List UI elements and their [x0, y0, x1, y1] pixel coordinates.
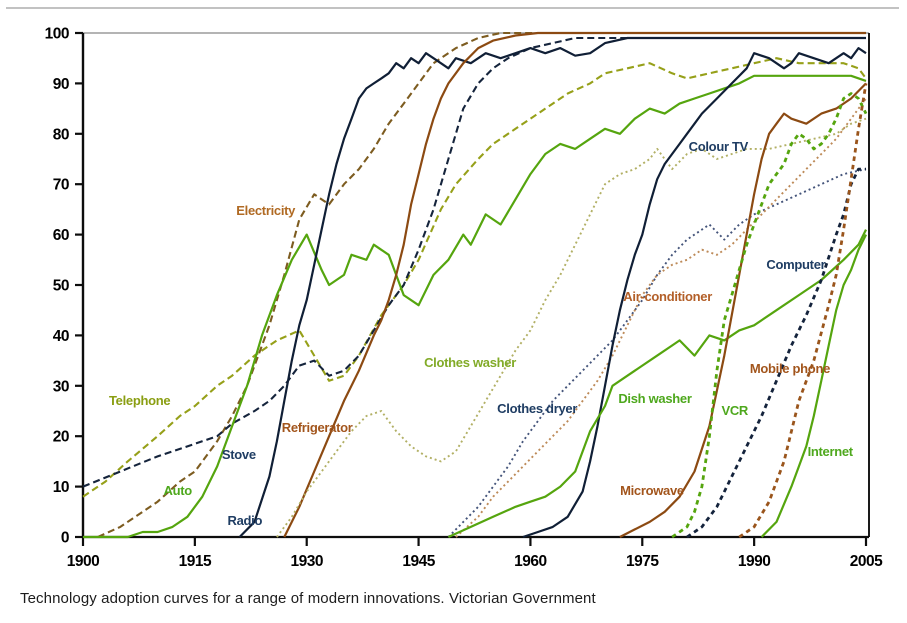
series-label-dish-washer: Dish washer: [618, 391, 692, 406]
series-label-mobile-phone: Mobile phone: [750, 361, 830, 376]
series-label-vcr: VCR: [721, 403, 748, 418]
series-line-refrigerator: [283, 31, 866, 538]
y-tick-label-0: 0: [61, 530, 69, 547]
series-label-computer: Computer: [766, 257, 825, 272]
y-tick-label-20: 20: [53, 429, 69, 446]
y-tick-label-30: 30: [53, 378, 69, 395]
y-tick-label-40: 40: [53, 328, 69, 345]
x-tick-label-1975: 1975: [626, 553, 659, 570]
image-border-top: [6, 7, 899, 9]
y-tick-label-70: 70: [53, 177, 69, 194]
series-line-electricity: [97, 31, 866, 538]
x-tick-label-1915: 1915: [179, 553, 212, 570]
series-label-telephone: Telephone: [109, 393, 170, 408]
series-label-microwave: Microwave: [620, 483, 684, 498]
series-line-vcr: [671, 92, 868, 539]
x-tick-label-1945: 1945: [402, 553, 435, 570]
series-line-mobile-phone: [738, 83, 868, 539]
y-tick-label-100: 100: [45, 26, 69, 43]
series-line-microwave: [619, 82, 867, 538]
series-line-radio: [238, 36, 866, 538]
y-tick-label-50: 50: [53, 278, 69, 295]
series-label-air-conditioner: Air-conditioner: [623, 289, 712, 304]
series-line-auto: [83, 74, 867, 539]
series-line-clothes-dryer: [447, 168, 867, 538]
series-line-telephone: [82, 57, 867, 498]
series-label-radio: Radio: [228, 513, 263, 528]
y-tick-label-10: 10: [53, 479, 69, 496]
series-label-clothes-washer: Clothes washer: [424, 355, 516, 370]
series-line-stove: [82, 36, 866, 488]
chart-caption: Technology adoption curves for a range o…: [20, 590, 596, 607]
series-label-refrigerator: Refrigerator: [282, 420, 353, 435]
chart-canvas: 0 10 20 30 40 50 60 70 80 90 100 1900 1915 1930 1945 19…: [45, 26, 884, 571]
x-tick-label-1960: 1960: [514, 553, 546, 570]
x-tick-label-1990: 1990: [738, 553, 770, 570]
series-line-air-conditioner: [455, 97, 867, 538]
series-line-dish-washer: [447, 229, 867, 539]
series-label-electricity: Electricity: [236, 203, 296, 218]
series-label-auto: Auto: [164, 483, 193, 498]
series-label-internet: Internet: [808, 444, 854, 459]
adoption-chart: 0 10 20 30 40 50 60 70 80 90 100 1900 1915 1930 1945 19…: [45, 26, 884, 571]
series-label-colour-tv: Colour TV: [689, 139, 749, 154]
x-tick-label-1900: 1900: [67, 553, 99, 570]
y-tick-label-60: 60: [53, 227, 69, 244]
x-tick-label-2005: 2005: [850, 553, 883, 570]
series-label-stove: Stove: [222, 447, 256, 462]
series-line-internet: [760, 234, 867, 538]
y-tick-label-90: 90: [53, 76, 69, 93]
y-tick-label-80: 80: [53, 126, 69, 143]
x-tick-label-1930: 1930: [290, 553, 322, 570]
series-line-colour-tv: [522, 47, 867, 539]
series-label-clothes-dryer: Clothes dryer: [497, 401, 577, 416]
series-line-clothes-washer: [276, 117, 867, 538]
